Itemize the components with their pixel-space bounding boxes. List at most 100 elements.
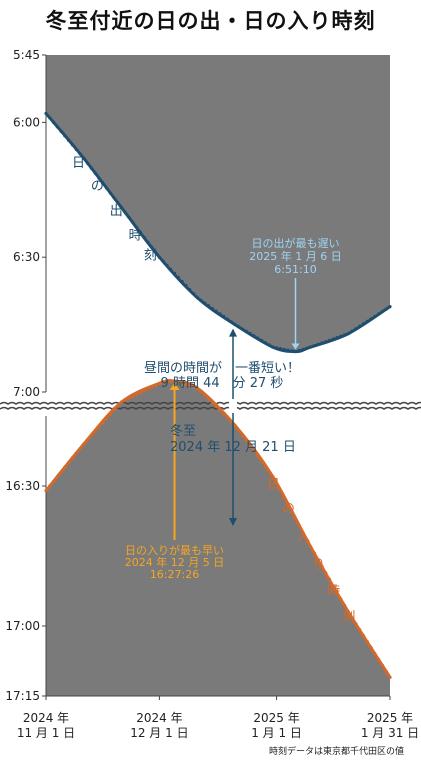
series-label-char: 出 bbox=[110, 204, 123, 219]
sunrise-point bbox=[218, 312, 222, 316]
sunset-point bbox=[165, 380, 169, 384]
series-label-char: 入 bbox=[297, 530, 310, 545]
annotation-latest-sunrise: 日の出が最も遅い bbox=[251, 236, 339, 250]
series-label-char: 時 bbox=[129, 229, 142, 244]
sunset-point bbox=[282, 496, 286, 500]
sunset-point bbox=[301, 531, 305, 535]
sunrise-point bbox=[48, 116, 52, 120]
y-tick-label: 6:00 bbox=[13, 115, 40, 129]
sunrise-point bbox=[278, 346, 282, 351]
sunrise-point bbox=[78, 152, 82, 156]
sunset-point bbox=[252, 449, 256, 453]
sunrise-point bbox=[142, 235, 146, 240]
x-tick-label: 2024 年 bbox=[23, 711, 69, 725]
sunrise-point bbox=[131, 221, 135, 225]
sunrise-point bbox=[203, 301, 207, 305]
sunset-point bbox=[123, 398, 127, 402]
sunrise-point bbox=[195, 296, 199, 300]
sunrise-point bbox=[229, 320, 233, 324]
daylength-arrowhead-bottom bbox=[229, 518, 238, 526]
sunrise-point bbox=[82, 156, 86, 160]
sunset-point bbox=[55, 475, 59, 479]
sunrise-point bbox=[263, 340, 267, 345]
sunset-point bbox=[74, 451, 78, 455]
annotation-shortest-day: 9 時間 44 分 27 秒 bbox=[161, 376, 284, 391]
daylength-arrowhead-top bbox=[229, 328, 238, 337]
sunrise-point bbox=[365, 319, 369, 323]
sunset-point bbox=[67, 461, 71, 465]
sunset-point bbox=[316, 558, 320, 562]
annotation-earliest-sunset: 16:27:26 bbox=[150, 568, 199, 581]
sunrise-point bbox=[157, 255, 162, 259]
sunset-point bbox=[256, 454, 260, 458]
y-tick-label: 17:00 bbox=[5, 619, 40, 633]
sunset-point bbox=[354, 622, 358, 626]
sunrise-point bbox=[240, 327, 245, 331]
sunset-point bbox=[343, 603, 347, 608]
sunset-point bbox=[104, 417, 109, 421]
sunset-point bbox=[365, 640, 369, 644]
sunset-point bbox=[82, 442, 86, 446]
sunrise-point bbox=[93, 171, 97, 175]
sunrise-point bbox=[335, 336, 339, 340]
sunrise-point bbox=[293, 349, 298, 354]
sunset-point bbox=[377, 657, 381, 662]
sunrise-point bbox=[369, 317, 373, 321]
sunset-point bbox=[169, 379, 173, 384]
sunrise-point bbox=[97, 176, 101, 180]
sunset-point bbox=[339, 597, 343, 601]
sunrise-point bbox=[206, 304, 211, 308]
sunset-point bbox=[85, 438, 90, 442]
annotation-arrowhead-sunrise bbox=[291, 343, 300, 350]
x-tick-label: 1 月 31 日 bbox=[361, 726, 419, 740]
arrow-break-gap bbox=[229, 400, 238, 412]
sunrise-point bbox=[51, 120, 56, 124]
sunset-point bbox=[161, 381, 165, 385]
sunset-point bbox=[350, 616, 354, 620]
sunset-point bbox=[278, 489, 282, 493]
sunset-point bbox=[237, 428, 241, 433]
sunrise-point bbox=[248, 331, 252, 336]
x-tick-label: 2025 年 bbox=[367, 711, 413, 725]
sunrise-point bbox=[286, 348, 290, 352]
sunset-point bbox=[70, 456, 75, 460]
y-tick-label: 16:30 bbox=[5, 479, 40, 493]
annotation-latest-sunrise: 6:51:10 bbox=[274, 263, 316, 276]
sunrise-point bbox=[199, 298, 203, 302]
sunrise-point bbox=[210, 306, 214, 311]
sunset-point bbox=[218, 408, 222, 412]
series-label-char: 日 bbox=[267, 477, 280, 492]
sunset-point bbox=[290, 510, 294, 514]
sunset-point bbox=[78, 447, 82, 451]
sunrise-point bbox=[225, 317, 230, 321]
y-tick-label: 6:30 bbox=[13, 250, 40, 264]
sunset-point bbox=[233, 423, 237, 427]
sunrise-point bbox=[191, 291, 196, 296]
sunrise-point bbox=[176, 275, 180, 280]
series-label-char: の bbox=[91, 179, 104, 194]
sunrise-point bbox=[259, 338, 264, 342]
sunset-point bbox=[331, 584, 335, 588]
sunrise-point bbox=[214, 309, 218, 313]
sunrise-point bbox=[172, 271, 177, 275]
sunrise-point bbox=[331, 337, 335, 341]
x-tick-label: 11 月 1 日 bbox=[17, 726, 75, 740]
sunset-point bbox=[312, 551, 316, 555]
sunrise-point bbox=[256, 336, 260, 340]
sunset-point bbox=[384, 669, 388, 673]
series-label-char: の bbox=[282, 502, 295, 517]
sunrise-point bbox=[271, 345, 275, 349]
sunset-point bbox=[127, 396, 131, 400]
sunrise-point bbox=[316, 342, 320, 346]
sunset-point bbox=[286, 503, 290, 507]
sunrise-point bbox=[339, 334, 343, 338]
night-area-evening bbox=[46, 380, 390, 696]
sunrise-point bbox=[59, 129, 63, 133]
sunrise-point bbox=[123, 211, 127, 215]
sunset-point bbox=[335, 590, 339, 595]
sunrise-point bbox=[312, 344, 316, 348]
sunrise-point bbox=[165, 263, 169, 267]
series-label-char: 日 bbox=[72, 156, 85, 171]
sunset-point bbox=[146, 387, 150, 391]
sunset-point bbox=[142, 389, 146, 393]
